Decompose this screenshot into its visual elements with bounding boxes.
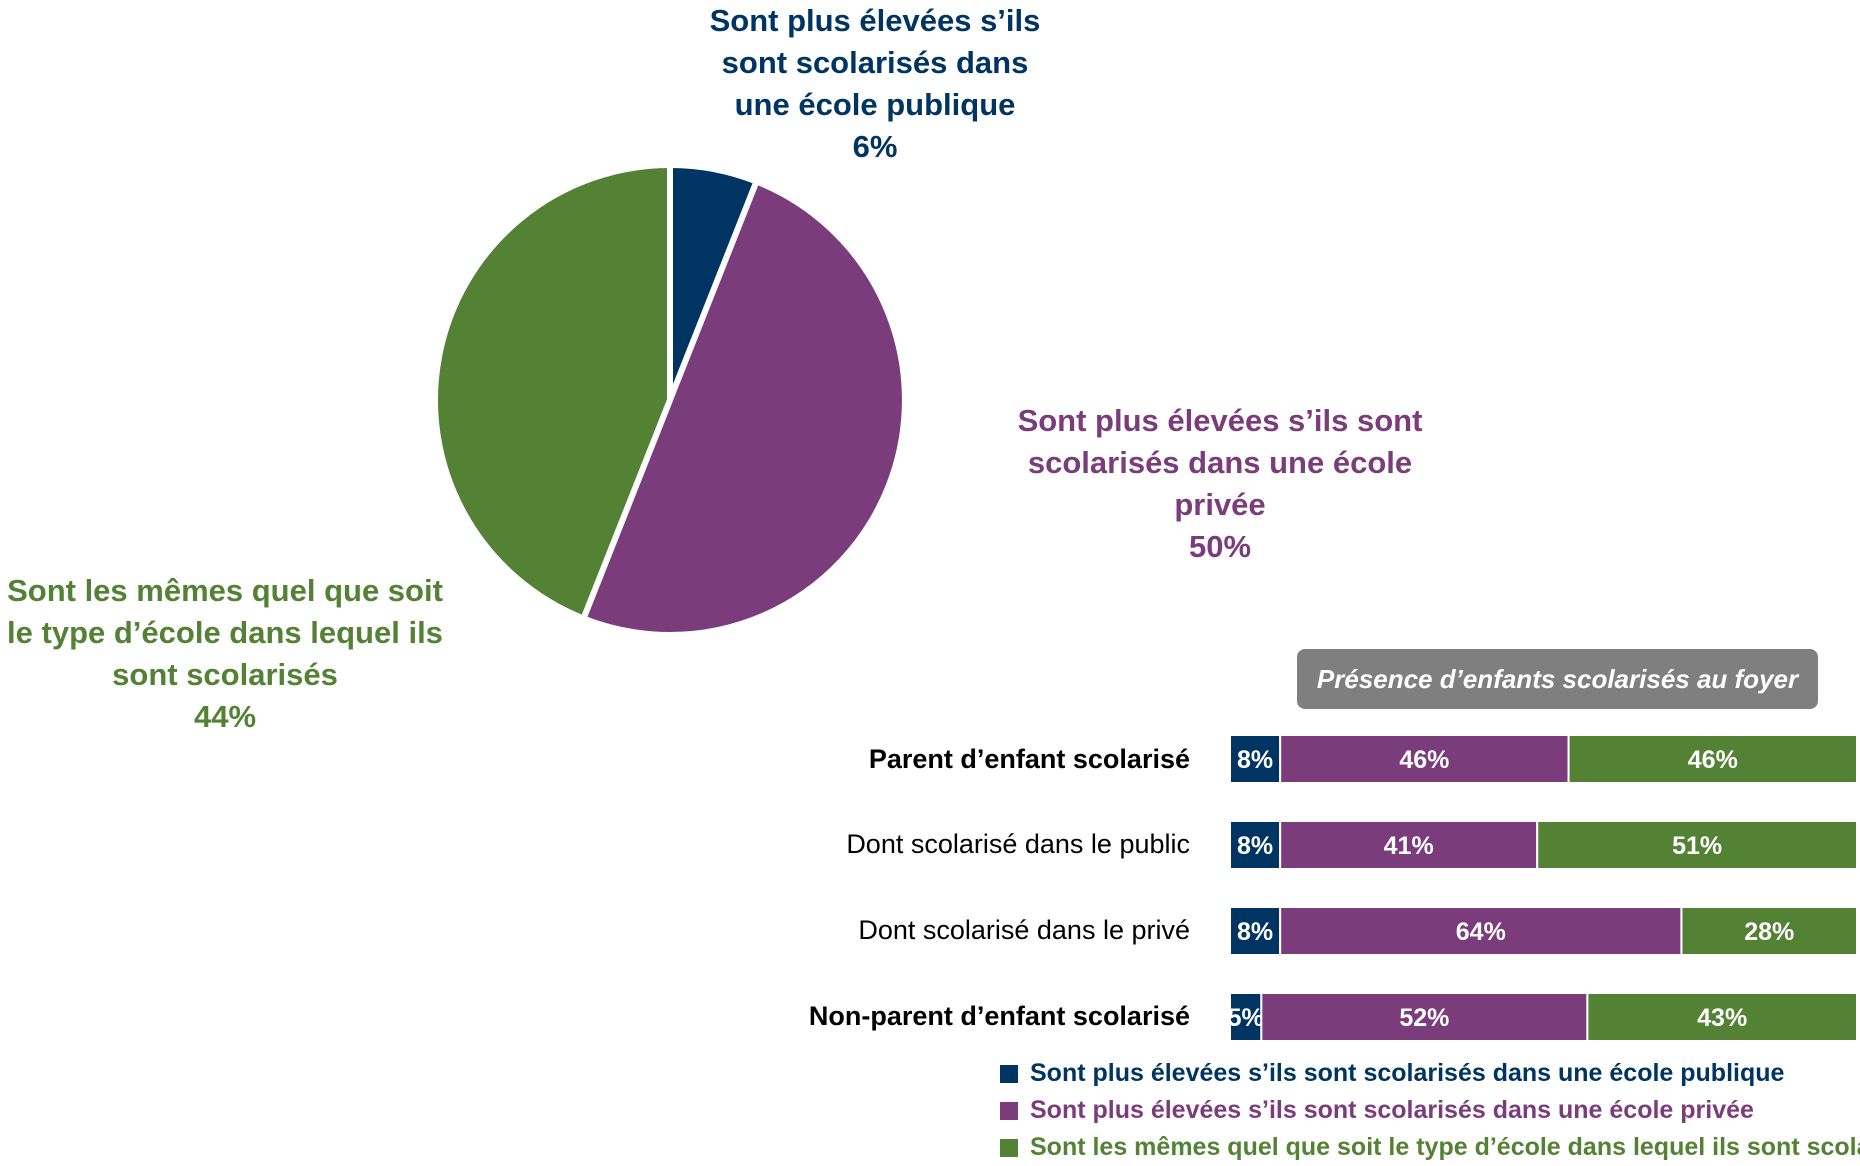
bar-segment-private (1260, 992, 1589, 1042)
pie-label-line: Sont plus élevées s’ils sont (1017, 403, 1423, 438)
pie-label-line: sont scolarisés (112, 657, 338, 692)
pie-value-label: 6% (852, 129, 898, 164)
pie-label-line: Sont les mêmes quel que soit (7, 573, 443, 608)
pie-slice-same (432, 162, 673, 622)
legend-swatch-same (1000, 1138, 1018, 1157)
bar-value-label: 52% (1399, 1004, 1449, 1032)
pie-label-line: le type d’école dans lequel ils (7, 615, 443, 650)
bar-segment-same (1567, 734, 1858, 784)
bar-segment-private (1279, 734, 1570, 784)
row-label-non-parent: Non-parent d’enfant scolarisé (808, 1001, 1190, 1031)
legend-label: Sont plus élevées s’ils sont scolarisés … (1030, 1059, 1785, 1087)
legend-item-same: Sont les mêmes quel que soit le type d’é… (1000, 1129, 1860, 1166)
bar-segment-private (1279, 820, 1539, 870)
bar-value-label: 41% (1384, 832, 1434, 860)
bar-value-label: 43% (1697, 1004, 1747, 1032)
bar-segment-public (1230, 734, 1282, 784)
pie-label-line: Sont plus élevées s’ils (709, 3, 1041, 38)
bar-value-label: 46% (1688, 746, 1738, 774)
pie-label-line: scolarisés dans une école privée (1027, 445, 1413, 522)
pie-label-private: Sont plus élevées s’ils sont scolarisés … (980, 400, 1460, 568)
bar-segment-same (1536, 820, 1858, 870)
section-header: Présence d’enfants scolarisés au foyer (1297, 649, 1818, 709)
legend-item-public: Sont plus élevées s’ils sont scolarisés … (1000, 1055, 1860, 1092)
bar-value-label: 8% (1237, 918, 1273, 946)
pie-value-label: 50% (1188, 529, 1252, 564)
pie-label-public: Sont plus élevées s’ils sont scolarisés … (680, 0, 1070, 168)
stacked-bar-chart: 8% 46% 46% 8% 41% 51% 8% 64% 28% 5% 52% 43% (1230, 734, 1858, 1042)
pie-chart (432, 162, 908, 638)
pie-label-line: une école publique (734, 87, 1016, 122)
row-label-private: Dont scolarisé dans le privé (858, 915, 1190, 945)
legend: Sont plus élevées s’ils sont scolarisés … (1000, 1055, 1860, 1166)
bar-value-label: 51% (1672, 832, 1722, 860)
bar-segment-public (1230, 992, 1263, 1042)
pie-label-line: sont scolarisés dans (721, 45, 1029, 80)
pie-value-label: 44% (193, 699, 257, 734)
bar-value-label: 28% (1744, 918, 1794, 946)
pie-label-same: Sont les mêmes quel que soit le type d’é… (0, 570, 450, 738)
row-label-parent: Parent d’enfant scolarisé (868, 744, 1190, 774)
legend-swatch-public (1000, 1064, 1018, 1083)
legend-label: Sont les mêmes quel que soit le type d’é… (1030, 1133, 1860, 1161)
legend-label: Sont plus élevées s’ils sont scolarisés … (1030, 1096, 1754, 1124)
bar-segment-private (1279, 906, 1683, 956)
row-label-public: Dont scolarisé dans le public (846, 829, 1190, 859)
bar-value-label: 64% (1456, 918, 1506, 946)
bar-segment-same (1680, 906, 1858, 956)
bar-value-label: 8% (1237, 746, 1273, 774)
legend-item-private: Sont plus élevées s’ils sont scolarisés … (1000, 1092, 1860, 1129)
bar-value-label: 8% (1237, 832, 1273, 860)
legend-swatch-private (1000, 1101, 1018, 1120)
bar-segment-public (1230, 906, 1282, 956)
bar-value-label: 46% (1399, 746, 1449, 774)
bar-segment-same (1586, 992, 1858, 1042)
pie-slice-private (580, 178, 908, 638)
bar-value-label: 5% (1230, 1004, 1264, 1032)
